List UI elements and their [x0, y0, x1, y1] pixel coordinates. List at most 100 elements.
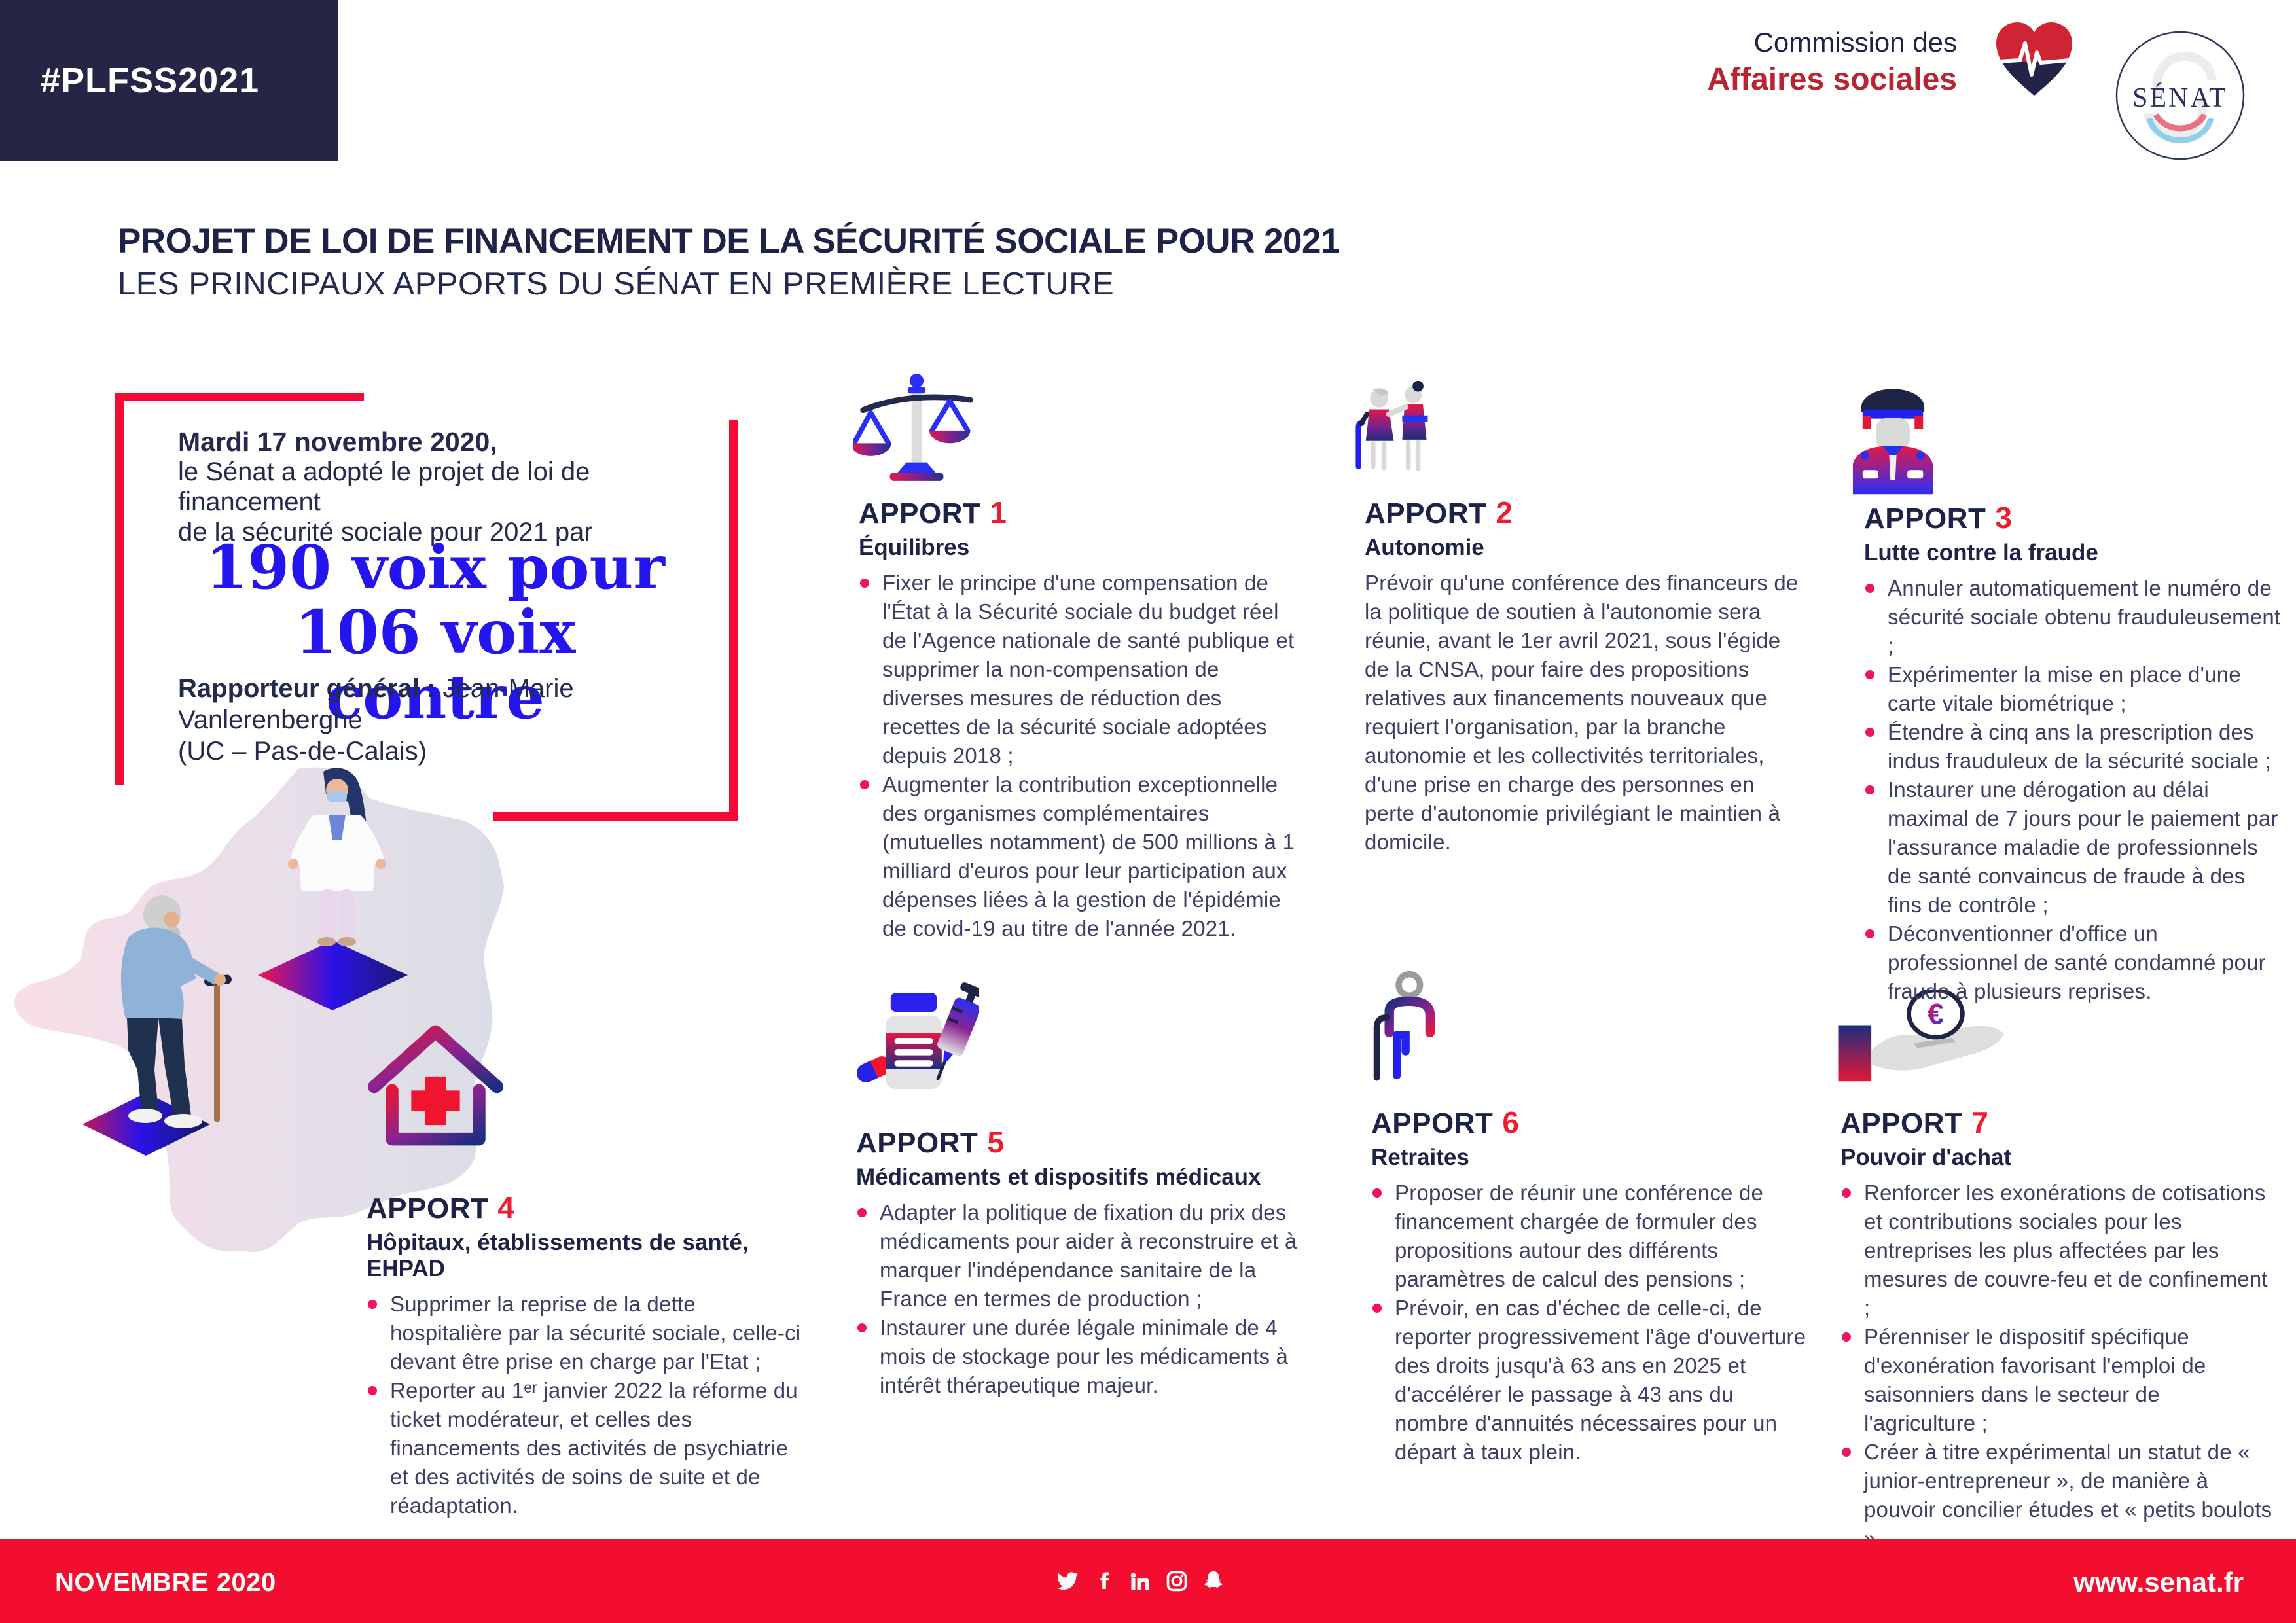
- bullet-text: Annuler automatiquement le numéro de séc…: [1888, 576, 2281, 658]
- linkedin-icon[interactable]: [1128, 1569, 1152, 1593]
- facebook-icon[interactable]: [1093, 1569, 1115, 1593]
- votes-for: 190 voix pour: [206, 532, 665, 603]
- bullet-dot: [1842, 1188, 1851, 1198]
- bullet-text: Expérimenter la mise en place d'une cart…: [1888, 662, 2241, 715]
- nurse-figure: [288, 768, 386, 946]
- apport-4-bullets: Supprimer la reprise de la dette hospita…: [367, 1290, 812, 1520]
- apport-4-title: APPORT 4: [367, 1190, 515, 1224]
- platform-diamond: [258, 940, 408, 1010]
- bullet-item: Instaurer une durée légale minimale de 4…: [856, 1313, 1301, 1400]
- apport-1-title: APPORT 1: [859, 495, 1007, 529]
- bullet-dot: [860, 579, 869, 588]
- footer-date: NOVEMBRE 2020: [55, 1568, 276, 1597]
- bullet-item: Renforcer les exonérations de cotisation…: [1840, 1179, 2276, 1323]
- elderly-man-figure: [120, 895, 232, 1128]
- bullet-item: Proposer de réunir une conférence de fin…: [1371, 1179, 1810, 1294]
- apport-5-number: 5: [987, 1125, 1005, 1159]
- hashtag-badge: #PLFSS2021: [0, 0, 338, 161]
- apport-7-block: APPORT 7 Pouvoir d'achat Renforcer les ex…: [1840, 1107, 2276, 1553]
- apport-4-block: APPORT 4 Hôpitaux, établissements de sant…: [367, 1192, 812, 1520]
- apport-5-subtitle: Médicaments et dispositifs médicaux: [856, 1164, 1261, 1190]
- vote-intro: Mardi 17 novembre 2020, le Sénat a adopt…: [178, 427, 715, 547]
- bullet-dot: [1865, 584, 1874, 593]
- svg-text:€: €: [1928, 998, 1944, 1031]
- footer-bar: NOVEMBRE 2020 www.senat.fr: [0, 1539, 2296, 1623]
- bullet-dot: [1865, 728, 1874, 737]
- bullet-text: Fixer le principe d'une compensation de …: [882, 571, 1295, 768]
- footer-site-url[interactable]: www.senat.fr: [2073, 1567, 2244, 1597]
- bullet-text: Renforcer les exonérations de cotisation…: [1864, 1181, 2268, 1320]
- apport-6-title: APPORT 6: [1371, 1105, 1520, 1139]
- scales-icon: [853, 374, 973, 481]
- bullet-item: Déconventionner d'office un professionne…: [1864, 919, 2283, 1006]
- apport-7-bullets: Renforcer les exonérations de cotisation…: [1840, 1179, 2276, 1553]
- rapporteur-line1: Rapporteur général : Jean-Marie Vanleren…: [178, 673, 728, 736]
- bullet-item: Fixer le principe d'une compensation de …: [859, 569, 1299, 770]
- apport-5-bullets: Adapter la politique de fixation du prix…: [856, 1198, 1301, 1400]
- hashtag-text: #PLFSS2021: [41, 61, 260, 100]
- apport-6-subtitle: Retraites: [1371, 1145, 1469, 1170]
- votebox-frame-left: [115, 393, 124, 785]
- senior-person-icon: [1373, 971, 1435, 1081]
- hand-euro-coin-icon: €: [1838, 990, 2004, 1082]
- bullet-item: Étendre à cinq ans la prescription des i…: [1864, 718, 2283, 776]
- social-icons: [1055, 1569, 1225, 1593]
- apport-2-subtitle: Autonomie: [1365, 535, 1484, 560]
- bullet-item: Prévoir, en cas d'échec de celle-ci, de …: [1371, 1294, 1810, 1467]
- rapporteur-label: Rapporteur général :: [178, 674, 436, 703]
- rapporteur-name: Jean-Marie Vanlerenberghe: [178, 674, 574, 734]
- votebox-frame-bottom: [493, 812, 738, 821]
- apport-5-block: APPORT 5 Médicaments et dispositifs médic…: [856, 1127, 1301, 1400]
- bullet-dot: [1865, 785, 1874, 794]
- vote-intro-line3: de la sécurité sociale pour 2021 par: [178, 518, 593, 546]
- senat-logo-text: SÉNAT: [2132, 82, 2228, 113]
- bullet-dot: [857, 1323, 867, 1332]
- vote-date: Mardi 17 novembre 2020,: [178, 427, 497, 457]
- apport-3-title: APPORT 3: [1864, 501, 2013, 535]
- medicines-icon: [856, 982, 979, 1090]
- commission-label: Commission des Affaires sociales: [1577, 29, 1957, 96]
- bullet-text: Instaurer une dérogation au délai maxima…: [1888, 777, 2278, 917]
- bullet-text: Supprimer la reprise de la dette hospita…: [390, 1292, 801, 1374]
- apport-2-number: 2: [1496, 495, 1513, 529]
- instagram-icon[interactable]: [1165, 1569, 1189, 1593]
- bullet-item: Annuler automatiquement le numéro de séc…: [1864, 574, 2283, 660]
- bullet-dot: [1842, 1332, 1851, 1342]
- apport-3-subtitle: Lutte contre la fraude: [1864, 540, 2098, 565]
- commission-line2: Affaires sociales: [1707, 62, 1957, 97]
- bullet-text: Instaurer une durée légale minimale de 4…: [880, 1315, 1289, 1397]
- hospital-house-icon: [367, 1025, 504, 1146]
- page-title: PROJET DE LOI DE FINANCEMENT DE LA SÉCUR…: [118, 222, 1340, 260]
- bullet-item: Supprimer la reprise de la dette hospita…: [367, 1290, 812, 1376]
- apport-2-paragraph: Prévoir qu'une conférence des financeurs…: [1365, 571, 1799, 854]
- senat-logo: SÉNAT: [2115, 31, 2245, 160]
- police-officer-icon: [1852, 389, 1933, 495]
- bullet-text: Augmenter la contribution exceptionnelle…: [882, 772, 1295, 940]
- snapchat-icon[interactable]: [1202, 1569, 1225, 1593]
- bullet-item: Instaurer une dérogation au délai maxima…: [1864, 776, 2283, 919]
- apport-3-bullets: Annuler automatiquement le numéro de séc…: [1864, 574, 2283, 1006]
- bullet-dot: [1372, 1304, 1382, 1313]
- elderly-and-caregiver-icon: [1355, 380, 1428, 472]
- apport-7-number: 7: [1971, 1105, 1989, 1139]
- bullet-dot: [1865, 670, 1874, 679]
- votebox-frame-top: [115, 393, 364, 401]
- apport-1-block: APPORT 1 Équilibres Fixer le principe d'u…: [859, 497, 1299, 943]
- bullet-dot: [1865, 929, 1874, 938]
- apport-2-title: APPORT 2: [1365, 495, 1513, 529]
- apport-2-block: APPORT 2 Autonomie Prévoir qu'une confére…: [1365, 497, 1808, 857]
- apport-6-block: APPORT 6 Retraites Proposer de réunir une…: [1371, 1107, 1810, 1467]
- apport-3-block: APPORT 3 Lutte contre la fraude Annuler a…: [1864, 503, 2283, 1006]
- bullet-text: Déconventionner d'office un professionne…: [1888, 921, 2266, 1003]
- bullet-item: Augmenter la contribution exceptionnelle…: [859, 770, 1299, 943]
- bullet-dot: [1372, 1188, 1382, 1198]
- twitter-icon[interactable]: [1055, 1569, 1080, 1593]
- bullet-dot: [368, 1300, 377, 1309]
- apport-1-number: 1: [990, 495, 1007, 529]
- bullet-item: Créer à titre expérimental un statut de …: [1840, 1438, 2276, 1553]
- bullet-item: Expérimenter la mise en place d'une cart…: [1864, 660, 2283, 718]
- apport-4-number: 4: [497, 1190, 515, 1224]
- apport-4-subtitle: Hôpitaux, établissements de santé, EHPAD: [367, 1230, 749, 1281]
- rapporteur-block: Rapporteur général : Jean-Marie Vanleren…: [178, 673, 728, 767]
